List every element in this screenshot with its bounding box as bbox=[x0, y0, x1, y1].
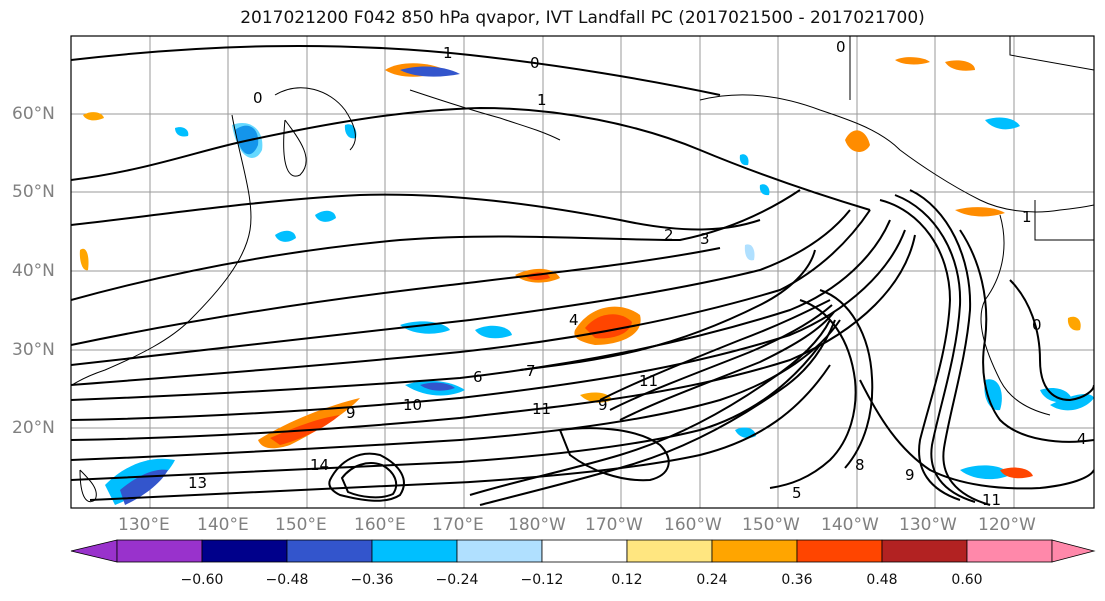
colorbar-segment bbox=[881, 539, 968, 563]
contour-label: 1 bbox=[1022, 208, 1032, 226]
lon-label: 150°E bbox=[275, 515, 327, 535]
lat-label: 40°N bbox=[12, 261, 55, 281]
lat-label: 30°N bbox=[12, 340, 55, 360]
contour-label: 5 bbox=[792, 484, 802, 502]
colorbar-segment bbox=[371, 539, 458, 563]
colorbar-tick-label: 0.60 bbox=[951, 572, 983, 588]
contour-label: 11 bbox=[532, 400, 551, 418]
lat-label: 20°N bbox=[12, 418, 55, 438]
lon-label: 180°W bbox=[508, 515, 566, 535]
contour-label: 13 bbox=[188, 474, 207, 492]
colorbar-tick-label: 0.12 bbox=[611, 572, 643, 588]
colorbar bbox=[70, 539, 1096, 563]
contour-label: 0 bbox=[1032, 316, 1042, 334]
ivt-contours bbox=[71, 44, 1094, 506]
lon-label: 160°E bbox=[354, 515, 406, 535]
colorbar-segment bbox=[116, 539, 203, 563]
contour-label: 3 bbox=[700, 230, 710, 248]
contour-label: 10 bbox=[403, 396, 422, 414]
colorbar-tick-label: −0.24 bbox=[435, 572, 479, 588]
contour-label: 7 bbox=[526, 362, 536, 380]
colorbar-segment bbox=[711, 539, 798, 563]
colorbar-segment bbox=[966, 539, 1053, 563]
contour-label: 6 bbox=[473, 368, 483, 386]
contour-label: 1 bbox=[443, 44, 453, 62]
colorbar-tick-label: −0.60 bbox=[180, 572, 224, 588]
colorbar-segment bbox=[541, 539, 628, 563]
lon-label: 170°W bbox=[585, 515, 643, 535]
colorbar-tick-label: 0.36 bbox=[781, 572, 813, 588]
lon-label: 150°W bbox=[742, 515, 800, 535]
map-frame bbox=[70, 35, 1095, 509]
coastlines bbox=[71, 36, 1094, 503]
lon-label: 130°W bbox=[899, 515, 957, 535]
contour-label: 9 bbox=[346, 404, 356, 422]
contour-label: 0 bbox=[836, 38, 846, 56]
contour-label: 9 bbox=[598, 396, 608, 414]
colorbar-extend-high bbox=[1051, 539, 1096, 563]
colorbar-segment bbox=[201, 539, 288, 563]
lon-label: 140°W bbox=[821, 515, 879, 535]
contour-label: 9 bbox=[905, 466, 915, 484]
contour-label: 1 bbox=[537, 91, 547, 109]
colorbar-segment bbox=[796, 539, 883, 563]
contour-label: 0 bbox=[253, 89, 263, 107]
lon-label: 140°E bbox=[197, 515, 249, 535]
contour-label: 8 bbox=[855, 456, 865, 474]
contour-label: 11 bbox=[639, 372, 658, 390]
contour-label: 11 bbox=[982, 491, 1001, 509]
contour-label: 4 bbox=[569, 311, 579, 329]
colorbar-tick-label: −0.48 bbox=[265, 572, 309, 588]
lon-label: 120°W bbox=[978, 515, 1036, 535]
map-area bbox=[71, 36, 1094, 508]
contour-label-group: 1 0 0 1 0 2 3 4 6 7 9 10 11 11 13 14 8 9… bbox=[188, 38, 1087, 509]
map-title: 2017021200 F042 850 hPa qvapor, IVT Land… bbox=[240, 8, 925, 28]
colorbar-segment bbox=[456, 539, 543, 563]
qvapor-shading bbox=[79, 57, 1094, 505]
colorbar-segment bbox=[626, 539, 713, 563]
lon-label: 160°W bbox=[664, 515, 722, 535]
lat-label: 50°N bbox=[12, 182, 55, 202]
colorbar-extend-low bbox=[70, 539, 118, 563]
contour-label: 0 bbox=[530, 54, 540, 72]
colorbar-tick-label: 0.48 bbox=[866, 572, 898, 588]
colorbar-segment bbox=[286, 539, 373, 563]
contour-label: 4 bbox=[1077, 430, 1087, 448]
colorbar-tick-label: −0.12 bbox=[520, 572, 564, 588]
lon-label: 170°E bbox=[432, 515, 484, 535]
lon-label: 130°E bbox=[118, 515, 170, 535]
lat-label: 60°N bbox=[12, 104, 55, 124]
contour-label: 14 bbox=[310, 456, 329, 474]
colorbar-tick-label: −0.36 bbox=[350, 572, 394, 588]
colorbar-tick-label: 0.24 bbox=[696, 572, 728, 588]
contour-label: 2 bbox=[664, 226, 674, 244]
